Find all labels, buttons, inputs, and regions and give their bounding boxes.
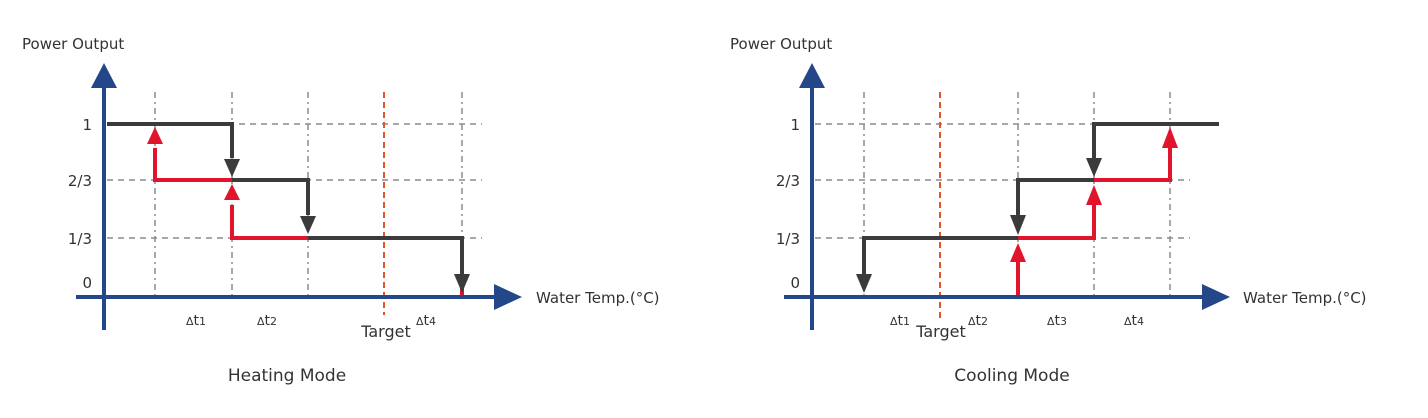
heating-x-axis-label: Water Temp.(°C) bbox=[536, 289, 660, 307]
heating-target-label: Target bbox=[360, 322, 411, 341]
cooling-y-axis-label: Power Output bbox=[730, 35, 832, 53]
cooling-x-axis-arrowhead bbox=[1202, 284, 1230, 310]
heating-mode-panel: Power Output 1 2/3 1/3 0 Water Temp.(°C)… bbox=[22, 35, 660, 386]
heating-decrease-step-line-low bbox=[308, 236, 464, 274]
heating-interval-label-2: Δt2 bbox=[257, 313, 277, 329]
heating-y-axis-label: Power Output bbox=[22, 35, 124, 53]
heating-increase-arrowhead-2-3 bbox=[224, 184, 240, 200]
cooling-decrease-arrowhead-1-3 bbox=[1010, 215, 1026, 235]
cooling-increase-arrowhead-1-3 bbox=[1010, 243, 1026, 262]
cooling-decrease-arrowhead-2-3 bbox=[1086, 158, 1102, 177]
heating-decrease-step-line-mid bbox=[232, 178, 310, 215]
cooling-x-axis-label: Water Temp.(°C) bbox=[1243, 289, 1367, 307]
heating-increase-step-line bbox=[230, 205, 464, 297]
heating-y-tick-0: 0 bbox=[82, 274, 92, 292]
heating-interval-label-4: Δt4 bbox=[416, 313, 436, 329]
cooling-decrease-step-line-mid bbox=[1016, 178, 1094, 215]
cooling-y-tick-1-3: 1/3 bbox=[776, 230, 800, 248]
cooling-y-tick-0: 0 bbox=[790, 274, 800, 292]
heating-decrease-arrowhead-1-3 bbox=[300, 216, 316, 234]
heating-interval-label-1: Δt1 bbox=[186, 313, 206, 329]
cooling-target-label: Target bbox=[915, 322, 966, 341]
cooling-increase-step-line-mid bbox=[1018, 205, 1096, 240]
heating-decrease-step-line bbox=[107, 122, 234, 158]
cooling-interval-label-2: Δt2 bbox=[968, 313, 988, 329]
heating-x-axis-arrowhead bbox=[494, 284, 522, 310]
cooling-y-axis-arrowhead bbox=[799, 63, 825, 88]
cooling-mode-panel: Power Output 1 2/3 1/3 0 Water Temp.(°C)… bbox=[730, 35, 1367, 386]
heating-y-axis-arrowhead bbox=[91, 63, 117, 88]
heating-increase-arrowhead-1 bbox=[147, 127, 163, 144]
cooling-decrease-step-line-low bbox=[862, 236, 1018, 274]
heating-mode-caption: Heating Mode bbox=[228, 366, 346, 386]
heating-decrease-arrowhead-0 bbox=[454, 274, 470, 293]
cooling-increase-arrowhead-2-3 bbox=[1086, 185, 1102, 205]
heating-y-tick-1-3: 1/3 bbox=[68, 230, 92, 248]
heating-decrease-arrowhead-2-3 bbox=[224, 159, 240, 177]
cooling-y-tick-1: 1 bbox=[790, 116, 800, 134]
heating-y-tick-2-3: 2/3 bbox=[68, 172, 92, 190]
cooling-interval-label-4: Δt4 bbox=[1124, 313, 1144, 329]
cooling-interval-label-1: Δt1 bbox=[890, 313, 910, 329]
cooling-mode-caption: Cooling Mode bbox=[954, 366, 1069, 386]
cooling-interval-label-3: Δt3 bbox=[1047, 313, 1067, 329]
cooling-y-tick-2-3: 2/3 bbox=[776, 172, 800, 190]
cooling-decrease-arrowhead-0 bbox=[856, 274, 872, 293]
cooling-decrease-step-line bbox=[1092, 122, 1219, 158]
heating-increase-step-line-upper bbox=[153, 148, 232, 182]
cooling-increase-step-line-upper bbox=[1094, 148, 1172, 182]
cooling-increase-arrowhead-1 bbox=[1162, 127, 1178, 148]
heating-y-tick-1: 1 bbox=[82, 116, 92, 134]
